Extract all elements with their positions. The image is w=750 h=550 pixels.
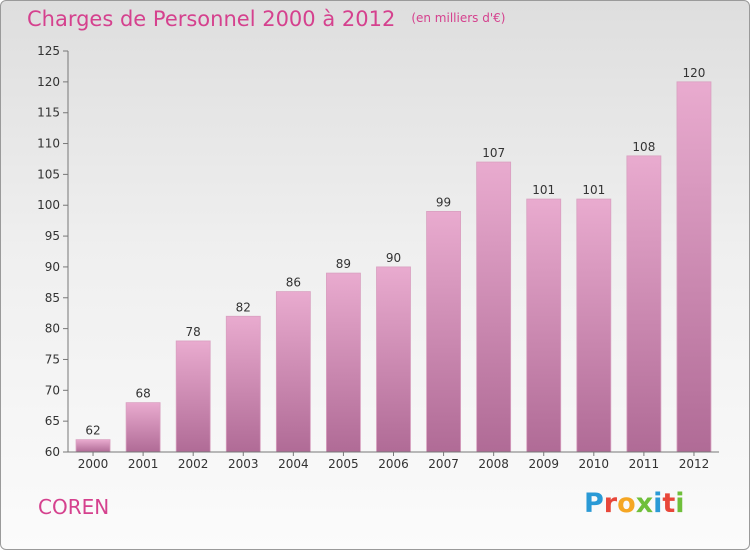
x-tick-label-2005: 2005 (328, 457, 359, 471)
bar-2000 (75, 439, 111, 453)
x-tick-label-2007: 2007 (428, 457, 459, 471)
chart-subtitle: (en milliers d'€) (411, 11, 506, 25)
bar-value-label-2006: 90 (386, 251, 401, 265)
bar-value-label-2003: 82 (236, 300, 251, 314)
x-tick-label-2008: 2008 (478, 457, 509, 471)
bar-value-label-2010: 101 (582, 183, 605, 197)
y-tick-label-125: 125 (37, 44, 60, 58)
x-tick-label-2010: 2010 (579, 457, 610, 471)
bar-value-label-2008: 107 (482, 146, 505, 160)
x-tick-label-2001: 2001 (128, 457, 159, 471)
bars-group: 62 68 78 82 86 89 90 99 107 101 101 108 120 (75, 66, 712, 453)
y-tick-label-80: 80 (45, 322, 60, 336)
bar-value-label-2005: 89 (336, 257, 351, 271)
y-tick-label-90: 90 (45, 260, 60, 274)
logo-letter: i (653, 488, 663, 519)
y-tick-label-85: 85 (45, 291, 60, 305)
proxiti-logo: Proxiti (584, 488, 685, 519)
y-tick-label-115: 115 (37, 106, 60, 120)
chart-title-text: Charges de Personnel 2000 à 2012 (27, 7, 396, 31)
bar-2004 (275, 291, 311, 453)
bar-2009 (526, 198, 562, 453)
bar-2011 (626, 155, 662, 453)
bar-2002 (175, 340, 211, 453)
bar-value-label-2007: 99 (436, 195, 451, 209)
commune-name: COREN (38, 495, 110, 519)
logo-letter: x (635, 488, 654, 519)
bar-2001 (125, 402, 161, 453)
bar-2012 (676, 81, 712, 453)
y-tick-label-60: 60 (45, 445, 60, 459)
bar-2007 (426, 210, 461, 453)
y-tick-label-65: 65 (45, 414, 60, 428)
x-tick-label-2000: 2000 (78, 457, 109, 471)
bar-2006 (376, 266, 411, 453)
bar-2010 (576, 198, 612, 453)
bar-2003 (225, 315, 261, 453)
logo-letter: o (617, 488, 636, 519)
y-tick-label-70: 70 (45, 383, 60, 397)
logo-letter: i (675, 488, 685, 519)
x-tick-label-2003: 2003 (228, 457, 259, 471)
x-tick-label-2002: 2002 (178, 457, 209, 471)
y-tick-label-95: 95 (45, 229, 60, 243)
y-tick-label-110: 110 (37, 137, 60, 151)
bar-value-label-2009: 101 (532, 183, 555, 197)
bar-value-label-2002: 78 (186, 325, 201, 339)
bar-value-label-2012: 120 (683, 66, 706, 80)
bar-2008 (476, 161, 512, 453)
logo-letter: P (584, 488, 604, 519)
x-tick-label-2009: 2009 (528, 457, 559, 471)
x-tick-label-2011: 2011 (629, 457, 660, 471)
bar-value-label-2000: 62 (85, 424, 100, 438)
chart-title: Charges de Personnel 2000 à 2012 (en mill… (27, 7, 505, 31)
logo-letter: r (603, 488, 618, 519)
x-tick-label-2004: 2004 (278, 457, 309, 471)
y-tick-label-100: 100 (37, 198, 60, 212)
logo-letter: t (662, 488, 676, 519)
y-tick-label-75: 75 (45, 352, 60, 366)
y-tick-label-105: 105 (37, 167, 60, 181)
x-tick-label-2006: 2006 (378, 457, 409, 471)
bar-2005 (326, 272, 361, 453)
axes-group: 2000 2001 2002 2003 2004 2005 2006 2007 2008 2009… (37, 44, 719, 471)
bar-value-label-2004: 86 (286, 276, 301, 290)
y-tick-label-120: 120 (37, 75, 60, 89)
x-tick-label-2012: 2012 (679, 457, 710, 471)
bar-value-label-2001: 68 (135, 387, 150, 401)
bar-value-label-2011: 108 (632, 140, 655, 154)
